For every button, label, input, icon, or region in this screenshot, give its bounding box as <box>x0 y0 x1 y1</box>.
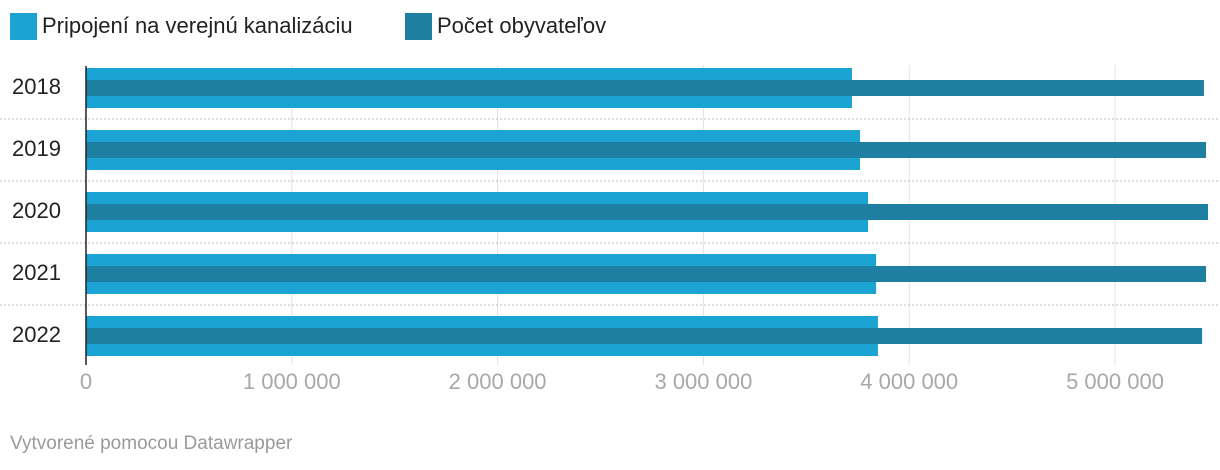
x-tick-label: 1 000 000 <box>243 369 341 394</box>
bar <box>86 80 1204 96</box>
y-tick-label: 2021 <box>12 260 61 285</box>
legend-swatch <box>10 13 37 40</box>
y-tick-label: 2020 <box>12 198 61 223</box>
x-tick-label: 0 <box>80 369 92 394</box>
y-tick-label: 2019 <box>12 136 61 161</box>
legend-swatch <box>405 13 432 40</box>
bar <box>86 204 1209 220</box>
footer: Vytvorené pomocou Datawrapper <box>10 433 293 454</box>
y-tick-label: 2022 <box>12 322 61 347</box>
x-tick-label: 3 000 000 <box>654 369 752 394</box>
x-tick-label: 2 000 000 <box>449 369 547 394</box>
x-tick-label: 4 000 000 <box>860 369 958 394</box>
bar <box>86 328 1203 344</box>
bar <box>86 266 1206 282</box>
legend-label: Počet obyvateľov <box>437 13 606 38</box>
legend-label: Pripojení na verejnú kanalizáciu <box>42 13 353 38</box>
bar <box>86 142 1206 158</box>
y-tick-label: 2018 <box>12 74 61 99</box>
x-tick-label: 5 000 000 <box>1066 369 1164 394</box>
